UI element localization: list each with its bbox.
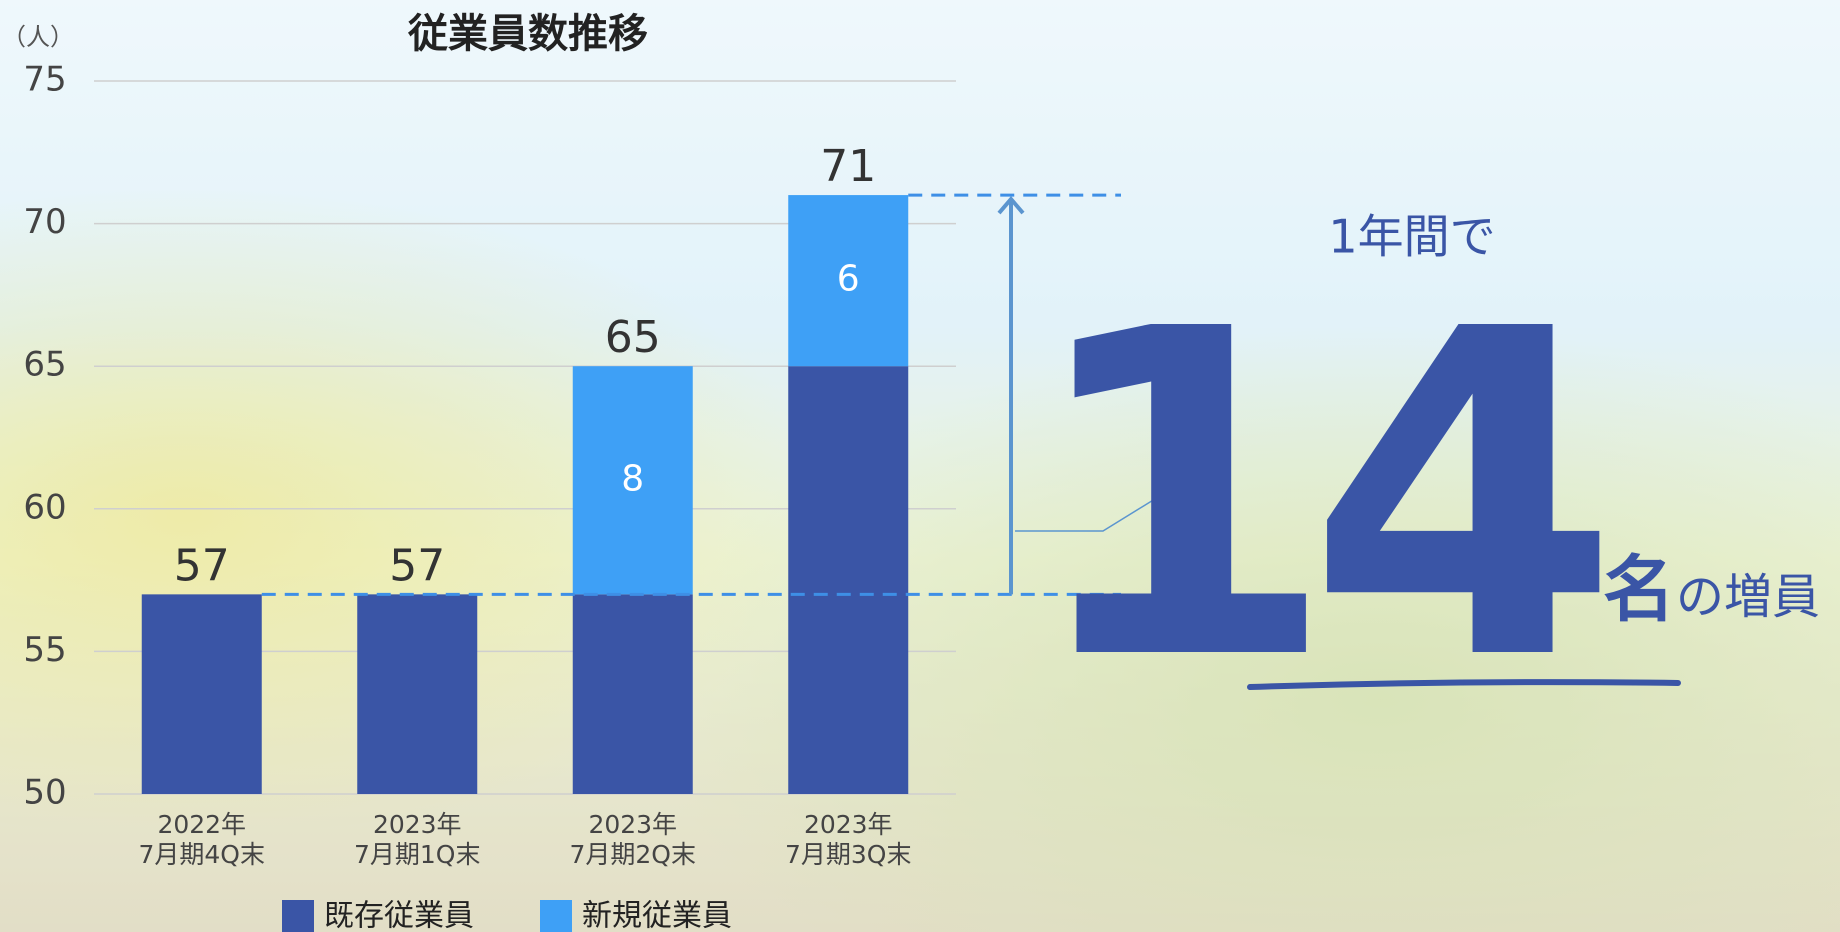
bar-segment — [788, 366, 909, 794]
annotation-underline — [1247, 679, 1681, 690]
leader-line — [1015, 472, 1198, 532]
x-tick-label: 7月期4Q末 — [139, 840, 266, 869]
y-axis-unit: （人） — [2, 23, 74, 51]
x-tick-label: 2023年 — [804, 810, 893, 839]
x-tick-label: 2023年 — [373, 810, 462, 839]
x-tick-label: 7月期2Q末 — [570, 840, 697, 869]
legend-swatch — [540, 900, 572, 932]
y-tick-label: 70 — [23, 202, 66, 242]
increase-arrowhead — [997, 196, 1025, 215]
x-tick-label: 2022年 — [157, 810, 246, 839]
y-tick-label: 55 — [23, 630, 66, 670]
x-tick-label: 7月期3Q末 — [785, 840, 912, 869]
y-tick-label: 65 — [23, 345, 66, 385]
annotation-prefix: 1年間で — [1328, 210, 1495, 264]
annotation-unit: 名 — [1603, 548, 1675, 632]
legend-label: 既存従業員 — [324, 899, 474, 932]
total-label: 71 — [820, 141, 876, 192]
bar-segment — [788, 195, 909, 367]
y-tick-label: 60 — [23, 487, 66, 527]
x-tick-label: 2023年 — [588, 810, 677, 839]
annotation-suffix: の増員 — [1676, 569, 1820, 625]
segment-label: 8 — [621, 458, 644, 499]
chart-title: 従業員数推移 — [407, 11, 648, 57]
x-tick-label: 7月期1Q末 — [354, 840, 481, 869]
bar-segment — [572, 366, 693, 595]
y-tick-label: 75 — [23, 60, 66, 100]
y-tick-label: 50 — [23, 773, 66, 813]
bar-segment — [572, 594, 693, 794]
bar-segment — [357, 594, 478, 794]
legend-swatch — [282, 900, 314, 932]
total-label: 57 — [174, 540, 230, 591]
legend-label: 新規従業員 — [582, 899, 732, 932]
total-label: 57 — [389, 540, 445, 591]
total-label: 65 — [605, 312, 661, 363]
segment-label: 6 — [837, 259, 860, 300]
bar-segment — [141, 594, 262, 794]
annotation-number: 14 — [1024, 235, 1602, 759]
